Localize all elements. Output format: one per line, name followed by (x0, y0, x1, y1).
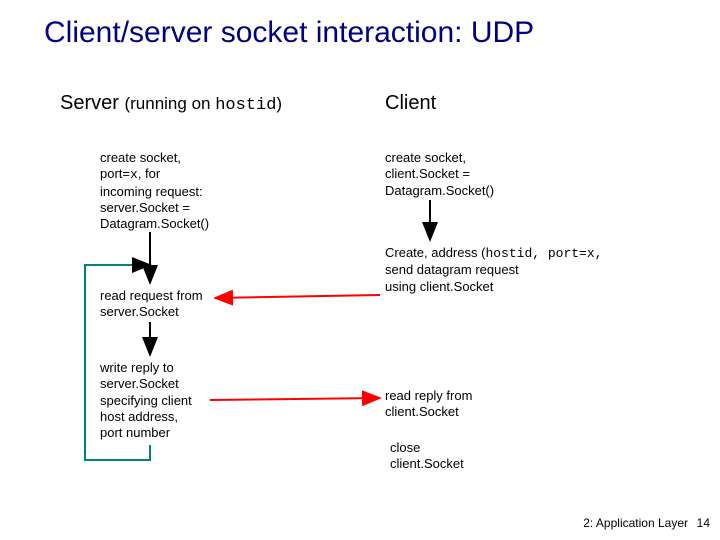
text-line: client.Socket (385, 404, 472, 420)
text-line: using client.Socket (385, 279, 602, 295)
text-line: close (390, 440, 464, 456)
text-line: create socket, (385, 150, 494, 166)
server-step-write-reply: write reply to server.Socket specifying … (100, 360, 192, 441)
text-line: Datagram.Socket() (100, 216, 209, 232)
server-step-read-request: read request from server.Socket (100, 288, 203, 321)
server-header-word: Server (60, 92, 124, 114)
server-header-running: (running on (124, 94, 215, 113)
server-header-close: ) (276, 94, 282, 113)
text-line: write reply to (100, 360, 192, 376)
server-header-hostid: hostid (215, 96, 276, 115)
client-step-send-datagram: Create, address (hostid, port=x, send da… (385, 245, 602, 295)
text-line: incoming request: (100, 184, 209, 200)
footer-chapter: 2: Application Layer (583, 516, 688, 530)
client-step-close: close client.Socket (390, 440, 464, 473)
text-line: server.Socket (100, 376, 192, 392)
text-line: server.Socket = (100, 200, 209, 216)
text-line: Datagram.Socket() (385, 183, 494, 199)
client-column-header: Client (385, 92, 436, 115)
text-line: server.Socket (100, 304, 203, 320)
text-line: read request from (100, 288, 203, 304)
server-column-header: Server (running on hostid) (60, 92, 282, 115)
text-line: Create, address (hostid, port=x, (385, 245, 602, 262)
client-step-create-socket: create socket, client.Socket = Datagram.… (385, 150, 494, 199)
text-line: client.Socket (390, 456, 464, 472)
server-step-create-socket: create socket, port=x, for incoming requ… (100, 150, 209, 232)
text-line: specifying client (100, 393, 192, 409)
text-line: host address, (100, 409, 192, 425)
diagram-arrows (0, 0, 720, 540)
text-line: create socket, (100, 150, 209, 166)
text-line: client.Socket = (385, 166, 494, 182)
text-line: send datagram request (385, 262, 602, 278)
text-line: read reply from (385, 388, 472, 404)
slide-number: 14 (697, 516, 710, 530)
text-line: port=x, for (100, 166, 209, 183)
client-step-read-reply: read reply from client.Socket (385, 388, 472, 421)
slide-title: Client/server socket interaction: UDP (44, 16, 534, 50)
text-line: port number (100, 425, 192, 441)
